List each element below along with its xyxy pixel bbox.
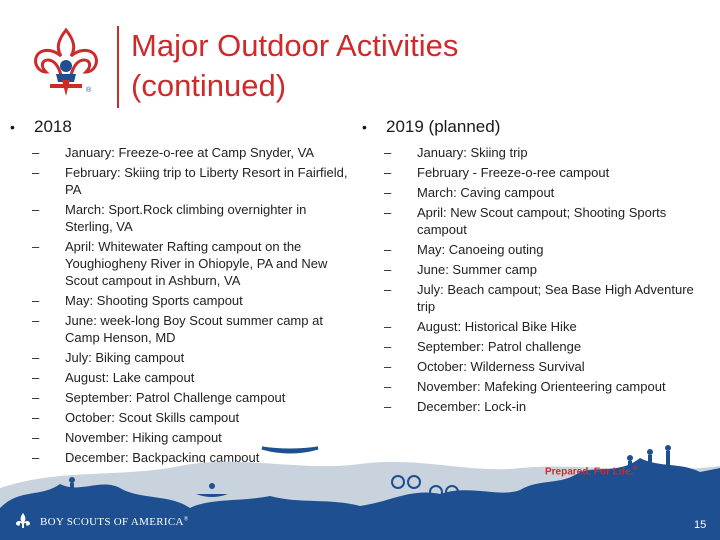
climber-icon [69,477,75,493]
list-item: May: Canoeing outing [384,241,712,258]
bsa-wordmark: BOY SCOUTS OF AMERICA® [40,516,189,528]
title-line-2: (continued) [131,68,287,103]
canoe-icon [261,446,319,454]
column-2018: • 2018 January: Freeze-o-ree at Camp Sny… [10,116,355,469]
page-number: 15 [694,519,707,531]
list-item: November: Hiking campout [32,429,355,446]
list-item: September: Patrol Challenge campout [32,389,355,406]
heading-2019: • 2019 (planned) [362,116,712,138]
bullet-icon: • [10,119,15,135]
tagline-text: Prepared. For Life. [545,466,634,478]
list-item: August: Historical Bike Hike [384,318,712,335]
list-item: January: Freeze-o-ree at Camp Snyder, VA [32,144,355,161]
list-item: July: Biking campout [32,349,355,366]
footer-landscape [0,445,720,540]
heading-2019-text: 2019 (planned) [386,117,501,136]
title-line-1: Major Outdoor Activities [131,28,459,63]
bsa-logo-icon: ® [34,27,98,96]
list-item: April: New Scout campout; Shooting Sport… [384,204,712,238]
list-item: December: Backpacking campout [32,449,355,466]
mountain-range [0,458,720,540]
title-divider [117,26,119,108]
list-2018: January: Freeze-o-ree at Camp Snyder, VA… [10,144,355,466]
list-item: June: week-long Boy Scout summer camp at… [32,312,355,346]
list-item: February - Freeze-o-ree campout [384,164,712,181]
bsa-emblem-icon [16,513,30,528]
list-item: July: Beach campout; Sea Base High Adven… [384,281,712,315]
list-2019: January: Skiing trip February - Freeze-o… [362,144,712,415]
list-item: February: Skiing trip to Liberty Resort … [32,164,355,198]
list-item: June: Summer camp [384,261,712,278]
list-item: December: Lock-in [384,398,712,415]
heading-2018-text: 2018 [34,117,72,136]
registered-mark: ® [86,86,92,94]
tagline-registered-mark: ® [633,466,638,472]
list-item: May: Shooting Sports campout [32,292,355,309]
list-item: January: Skiing trip [384,144,712,161]
list-item: August: Lake campout [32,369,355,386]
hiker-icon [627,445,671,475]
page-title: Major Outdoor Activities (continued) [131,26,551,106]
list-item: March: Caving campout [384,184,712,201]
bullet-icon: • [362,119,367,135]
list-item: October: Wilderness Survival [384,358,712,375]
bsa-registered-mark: ® [183,516,189,523]
biker-icon [391,475,459,499]
heading-2018: • 2018 [10,116,355,138]
list-item: September: Patrol challenge [384,338,712,355]
list-item: October: Scout Skills campout [32,409,355,426]
list-item: March: Sport.Rock climbing overnighter i… [32,201,355,235]
list-item: November: Mafeking Orienteering campout [384,378,712,395]
bsa-wordmark-text: BOY SCOUTS OF AMERICA [40,516,184,528]
kayaker-icon [196,483,228,497]
prepared-for-life-tagline: Prepared. For Life.® [545,466,638,477]
column-2019: • 2019 (planned) January: Skiing trip Fe… [362,116,712,418]
list-item: April: Whitewater Rafting campout on the… [32,238,355,289]
